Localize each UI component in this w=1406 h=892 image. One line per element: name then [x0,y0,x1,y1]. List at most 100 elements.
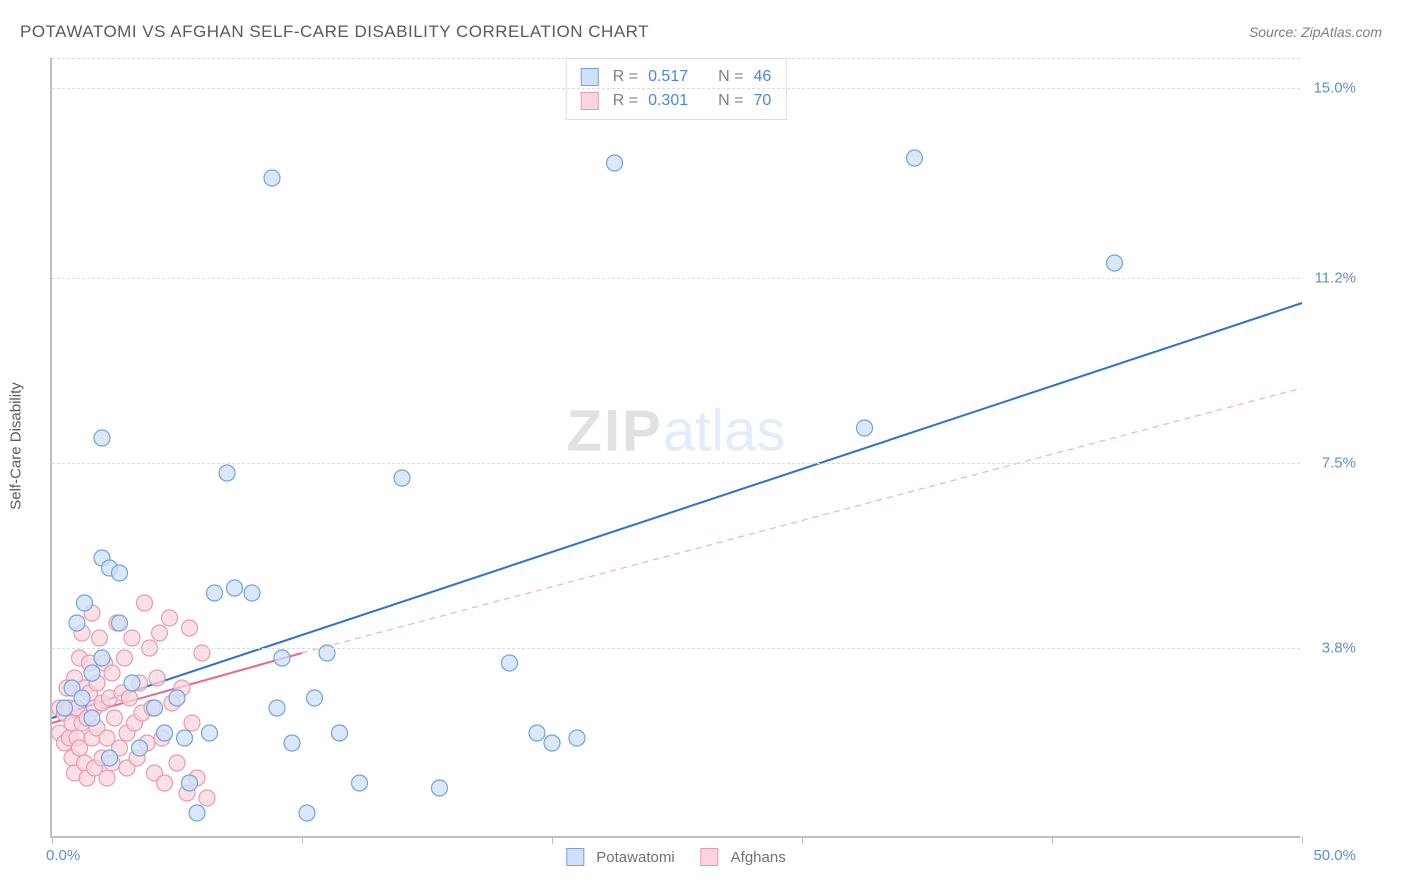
gridline [52,88,1300,89]
x-tick [302,836,303,844]
n-label: N = [718,65,743,89]
data-point [299,805,315,821]
data-point [544,735,560,751]
n-value: 46 [753,65,771,89]
data-point [332,725,348,741]
data-point [157,725,173,741]
data-point [207,585,223,601]
data-point [244,585,260,601]
x-min-label: 0.0% [46,847,80,864]
data-point [189,805,205,821]
n-label: N = [718,89,743,113]
y-tick-label: 11.2% [1315,270,1356,287]
data-point [132,740,148,756]
trend-line [302,388,1302,653]
r-value: 0.301 [648,89,688,113]
correlation-legend: R = 0.517 N = 46 R = 0.301 N = 70 [566,58,787,120]
data-point [84,665,100,681]
data-point [149,670,165,686]
legend-label: Potawatomi [596,849,674,866]
data-point [177,730,193,746]
swatch-potawatomi [566,848,584,866]
data-point [69,615,85,631]
x-tick [1052,836,1053,844]
data-point [219,465,235,481]
data-point [94,650,110,666]
data-point [202,725,218,741]
data-point [227,580,243,596]
data-point [269,700,285,716]
data-point [169,690,185,706]
data-point [264,170,280,186]
n-value: 70 [753,89,771,113]
gridline [52,648,1300,649]
gridline [52,278,1300,279]
data-point [607,155,623,171]
data-point [169,755,185,771]
data-point [182,620,198,636]
data-point [147,700,163,716]
data-point [284,735,300,751]
data-point [182,775,198,791]
data-point [307,690,323,706]
data-point [102,750,118,766]
data-point [137,595,153,611]
data-point [157,775,173,791]
chart-svg [52,58,1300,836]
x-max-label: 50.0% [1313,847,1356,864]
data-point [502,655,518,671]
x-tick [1302,836,1303,844]
data-point [112,615,128,631]
data-point [124,675,140,691]
data-point [84,710,100,726]
legend-label: Afghans [731,849,786,866]
legend-row-potawatomi: R = 0.517 N = 46 [581,65,772,89]
source-label: Source: ZipAtlas.com [1249,24,1382,40]
y-axis-label: Self-Care Disability [8,382,25,510]
data-point [92,630,108,646]
data-point [394,470,410,486]
swatch-potawatomi [581,68,599,86]
r-label: R = [613,65,638,89]
data-point [529,725,545,741]
trend-line [52,303,1302,718]
r-value: 0.517 [648,65,688,89]
swatch-afghans [581,92,599,110]
data-point [107,710,123,726]
data-point [432,780,448,796]
data-point [112,565,128,581]
chart-title: POTAWATOMI VS AFGHAN SELF-CARE DISABILIT… [20,22,649,42]
y-tick-label: 7.5% [1322,455,1356,472]
data-point [77,595,93,611]
y-tick-label: 15.0% [1313,80,1356,97]
data-point [184,715,200,731]
x-tick [802,836,803,844]
legend-item-potawatomi: Potawatomi [566,848,674,866]
swatch-afghans [701,848,719,866]
data-point [74,690,90,706]
data-point [94,430,110,446]
r-label: R = [613,89,638,113]
x-tick [52,836,53,844]
data-point [569,730,585,746]
series-legend: Potawatomi Afghans [566,848,785,866]
data-point [117,650,133,666]
x-tick [552,836,553,844]
data-point [162,610,178,626]
plot-area: ZIPatlas R = 0.517 N = 46 R = 0.301 N = … [50,58,1300,838]
data-point [104,665,120,681]
data-point [99,770,115,786]
data-point [857,420,873,436]
data-point [1107,255,1123,271]
data-point [57,700,73,716]
data-point [352,775,368,791]
data-point [122,690,138,706]
data-point [124,630,140,646]
data-point [274,650,290,666]
y-tick-label: 3.8% [1322,640,1356,657]
legend-row-afghans: R = 0.301 N = 70 [581,89,772,113]
gridline [52,463,1300,464]
data-point [907,150,923,166]
data-point [199,790,215,806]
data-point [152,625,168,641]
